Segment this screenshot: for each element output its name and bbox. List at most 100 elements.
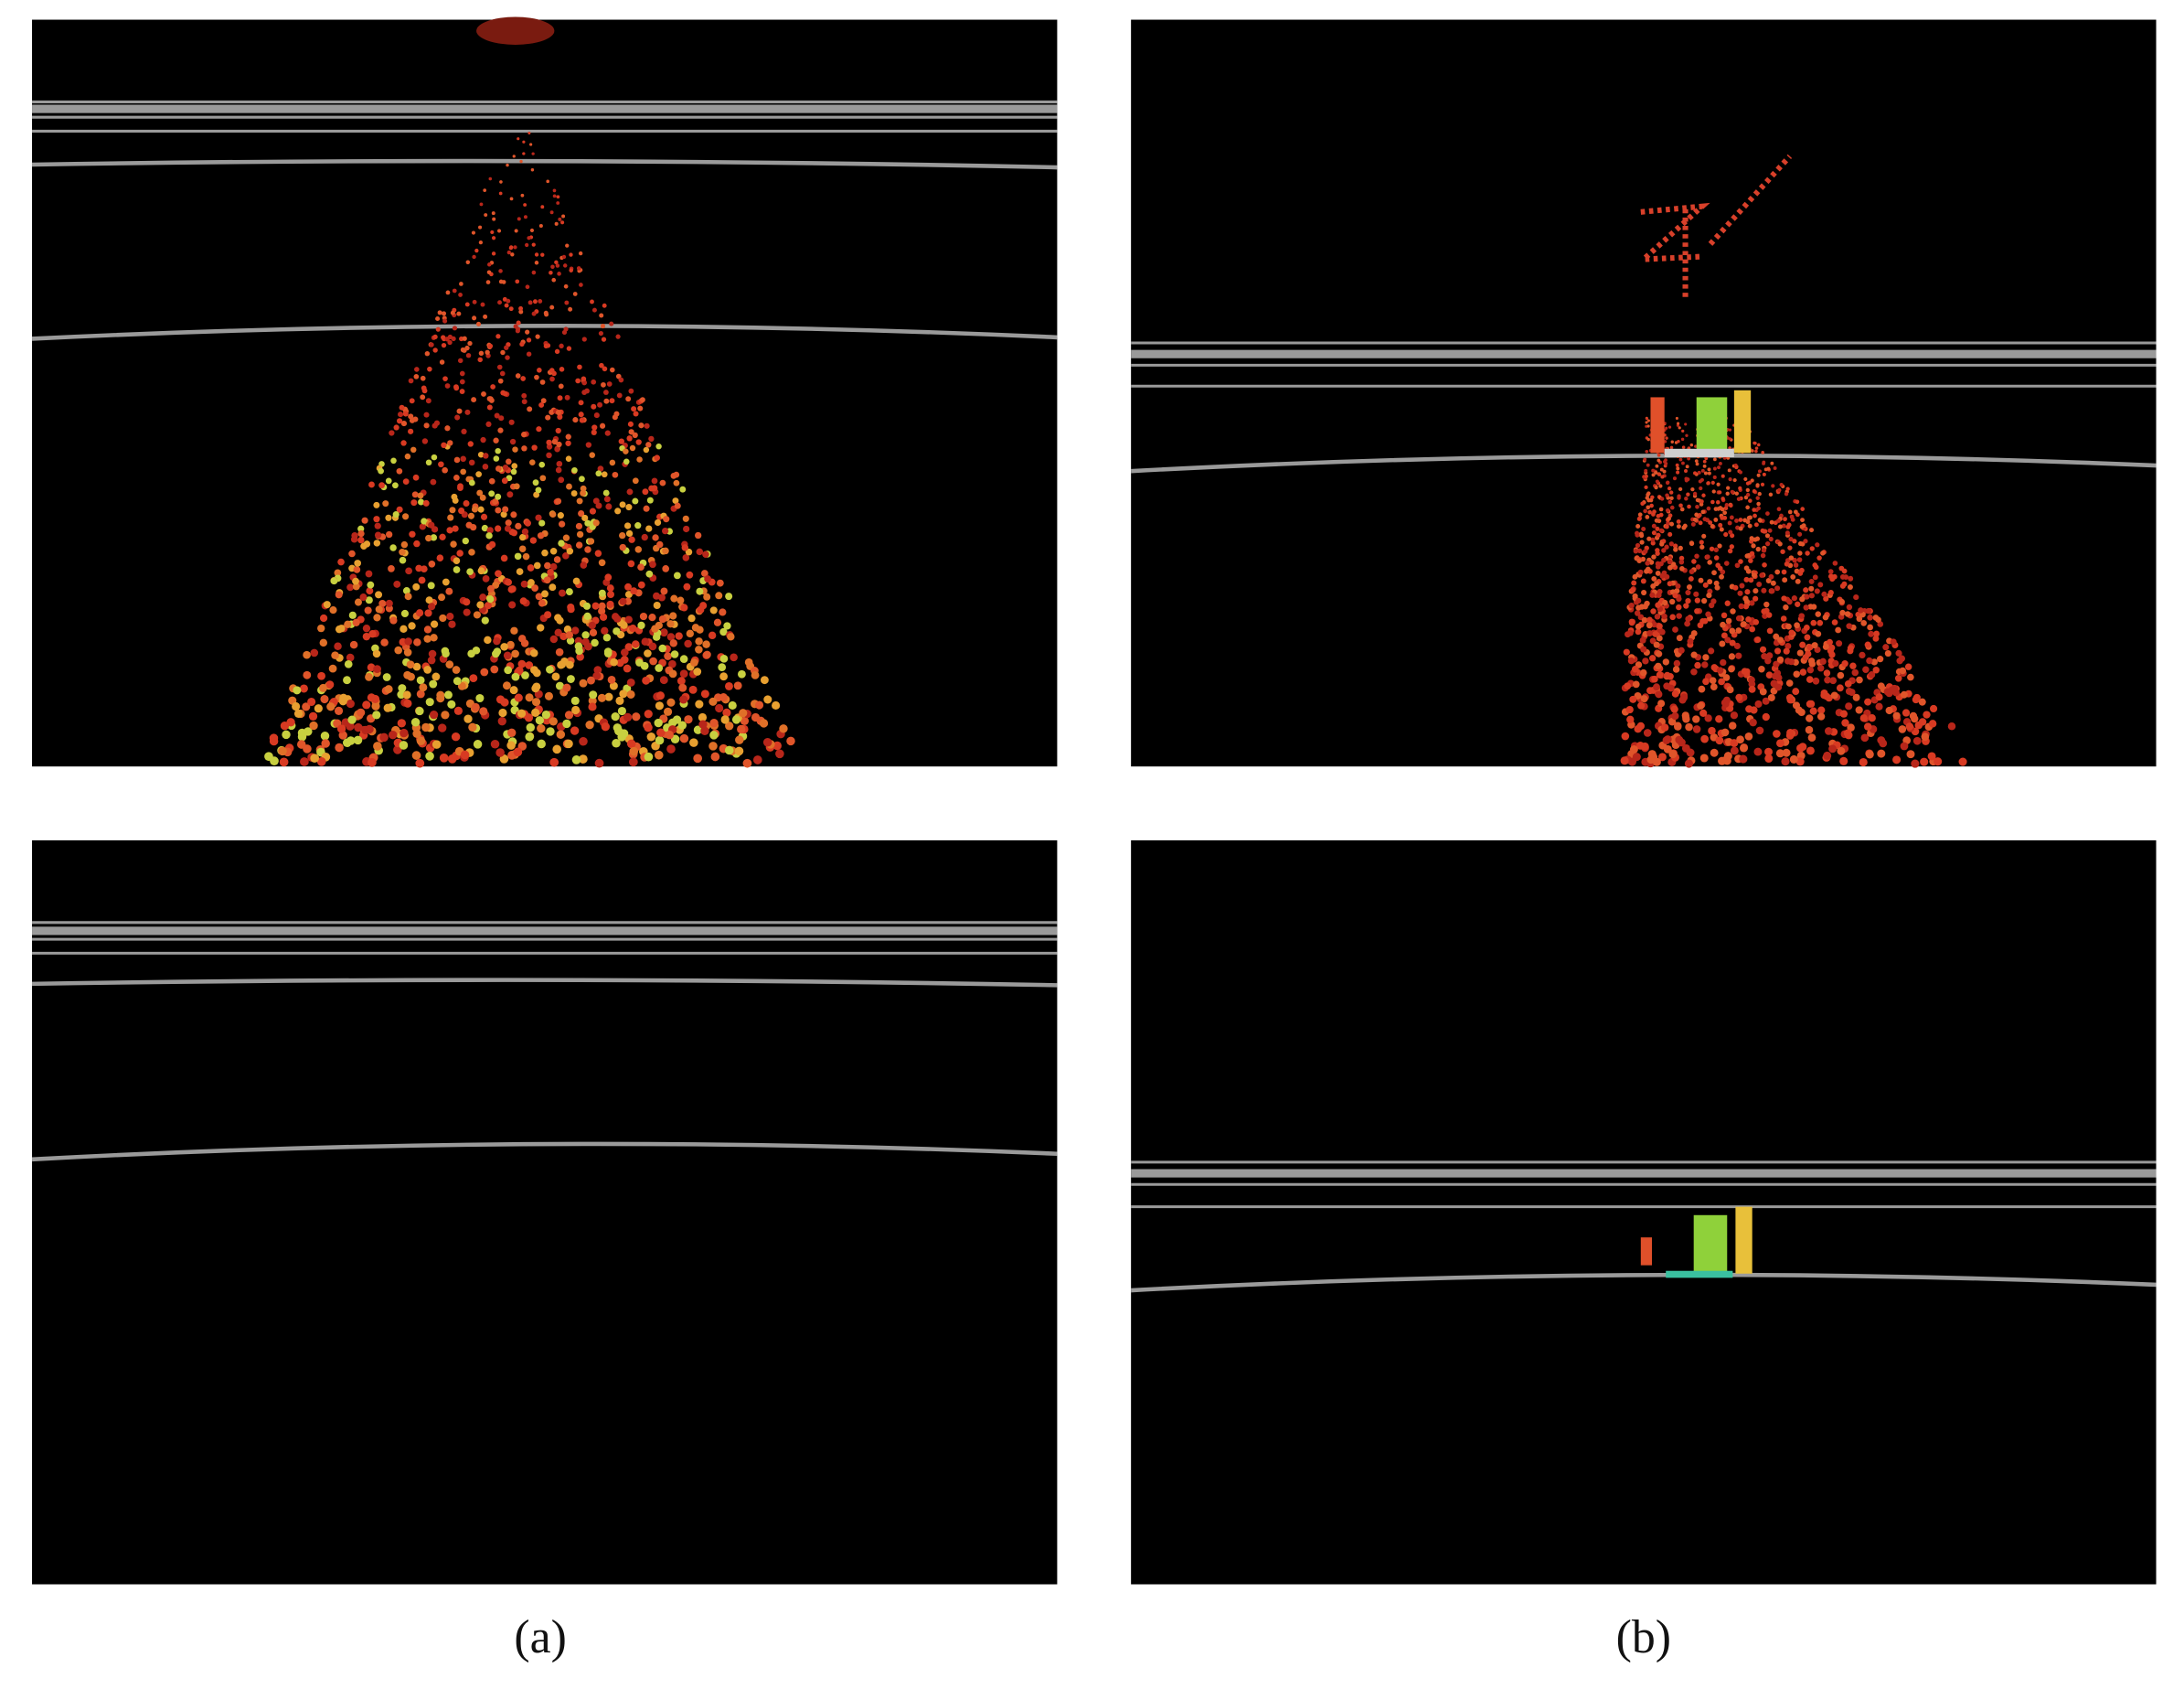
point: [1686, 583, 1692, 591]
point: [531, 698, 541, 707]
panel-top-left: [31, 16, 1058, 768]
point: [635, 658, 644, 667]
point: [558, 217, 562, 221]
point: [581, 376, 587, 382]
point: [1737, 590, 1743, 596]
point: [1699, 477, 1704, 482]
point: [513, 483, 520, 490]
point: [1723, 752, 1732, 761]
point: [1885, 689, 1893, 698]
point: [1681, 429, 1685, 433]
point: [566, 547, 574, 555]
point: [1856, 615, 1863, 623]
point: [1644, 600, 1650, 607]
point: [529, 648, 538, 657]
point: [779, 724, 788, 733]
point: [467, 340, 473, 347]
point: [619, 501, 626, 508]
point: [1661, 557, 1667, 563]
point: [375, 605, 383, 614]
point: [412, 474, 420, 481]
point: [581, 514, 589, 522]
point: [472, 299, 477, 305]
point: [1692, 725, 1701, 733]
point: [579, 679, 588, 688]
point: [1735, 652, 1742, 659]
point: [702, 640, 710, 648]
point: [649, 657, 657, 666]
point: [491, 236, 496, 241]
point: [1768, 573, 1774, 580]
point: [565, 588, 573, 596]
point: [588, 621, 596, 630]
point: [1681, 711, 1689, 720]
point: [520, 376, 527, 381]
point: [421, 438, 429, 444]
point: [1877, 736, 1886, 744]
point: [441, 647, 450, 656]
point: [571, 755, 581, 764]
point: [1856, 676, 1863, 684]
point: [1806, 746, 1815, 755]
point: [1683, 603, 1689, 609]
point: [576, 497, 583, 505]
point: [1678, 559, 1685, 565]
point: [1712, 457, 1717, 462]
point: [592, 497, 600, 505]
point: [1632, 753, 1641, 762]
point: [632, 477, 639, 485]
point: [555, 647, 564, 657]
point: [534, 374, 539, 380]
point: [762, 737, 772, 747]
point: [1692, 715, 1700, 723]
point: [1722, 510, 1728, 516]
point: [513, 324, 518, 329]
point: [506, 163, 509, 167]
point: [535, 486, 542, 494]
point: [546, 727, 555, 736]
point: [589, 628, 598, 637]
point: [654, 518, 662, 527]
point: [1865, 750, 1874, 759]
point: [321, 739, 330, 748]
point: [451, 732, 461, 742]
point: [556, 460, 563, 467]
point: [1836, 640, 1843, 647]
point: [279, 757, 289, 767]
point: [555, 427, 561, 434]
point: [1667, 581, 1673, 587]
point: [308, 711, 318, 721]
point: [498, 191, 503, 196]
point: [1728, 428, 1731, 432]
point: [1796, 743, 1805, 753]
point: [1678, 426, 1681, 430]
point: [592, 519, 600, 527]
point: [1698, 577, 1704, 583]
point: [320, 732, 330, 741]
point: [348, 611, 357, 619]
point: [1809, 707, 1817, 715]
point: [538, 401, 545, 408]
point: [503, 651, 512, 660]
point: [1762, 712, 1770, 722]
point: [1727, 520, 1732, 526]
point: [1654, 581, 1659, 587]
point: [1720, 515, 1725, 520]
point: [616, 392, 623, 399]
point: [286, 718, 295, 727]
point: [557, 395, 563, 401]
point: [396, 418, 403, 424]
point: [452, 326, 458, 331]
point: [1754, 536, 1761, 541]
point: [438, 461, 444, 468]
point: [754, 700, 764, 710]
point: [603, 398, 610, 404]
point: [1702, 464, 1707, 468]
point: [1710, 524, 1715, 529]
point: [484, 213, 488, 218]
point: [1786, 598, 1793, 605]
point: [477, 567, 485, 575]
point: [555, 497, 562, 505]
point: [1753, 747, 1763, 756]
